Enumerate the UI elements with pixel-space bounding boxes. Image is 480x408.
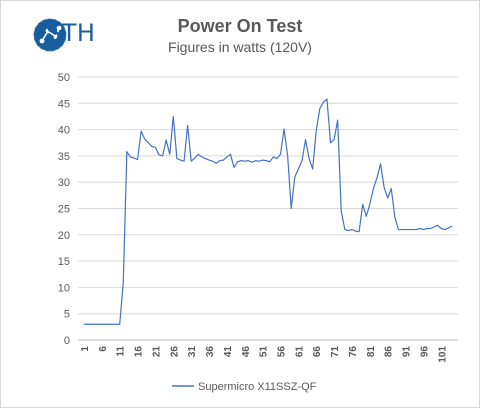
y-tick-label: 35 bbox=[58, 151, 70, 163]
x-tick-label: 16 bbox=[134, 346, 145, 358]
x-tick-label: 11 bbox=[116, 346, 127, 357]
y-tick-label: 20 bbox=[58, 230, 70, 242]
x-tick-label: 91 bbox=[402, 346, 413, 358]
x-tick-label: 36 bbox=[205, 346, 216, 358]
y-tick-label: 40 bbox=[58, 125, 70, 137]
y-tick-label: 25 bbox=[58, 204, 70, 216]
x-tick-label: 56 bbox=[277, 346, 288, 358]
x-tick-label: 81 bbox=[366, 346, 377, 358]
y-tick-label: 5 bbox=[64, 309, 70, 321]
x-axis-ticks: 1 6 11 16 21 26 31 36 41 46 51 56 61 66 71 76 81 86 91 96 10… bbox=[80, 346, 448, 363]
x-tick-label: 31 bbox=[187, 346, 198, 358]
series-group bbox=[84, 98, 453, 325]
x-tick-label: 66 bbox=[312, 346, 323, 358]
x-tick-label: 1 bbox=[80, 346, 91, 352]
y-tick-label: 15 bbox=[58, 256, 70, 268]
logo-text: STH bbox=[46, 19, 96, 47]
legend-label: Supermicro X11SSZ-QF bbox=[198, 381, 317, 393]
x-tick-label: 71 bbox=[330, 346, 341, 358]
x-tick-label: 26 bbox=[169, 346, 180, 358]
x-tick-label: 6 bbox=[98, 346, 109, 352]
chart-subtitle: Figures in watts (120V) bbox=[168, 39, 312, 55]
y-tick-label: 30 bbox=[58, 177, 70, 189]
x-tick-label: 86 bbox=[384, 346, 395, 358]
x-tick-label: 96 bbox=[419, 346, 430, 358]
x-tick-label: 101 bbox=[437, 346, 448, 363]
x-tick-label: 41 bbox=[223, 346, 234, 358]
x-tick-label: 46 bbox=[241, 346, 252, 358]
legend: Supermicro X11SSZ-QF bbox=[172, 381, 317, 393]
x-tick-label: 51 bbox=[259, 346, 270, 358]
x-tick-label: 61 bbox=[294, 346, 305, 358]
y-tick-label: 45 bbox=[58, 98, 70, 110]
y-tick-label: 50 bbox=[58, 72, 70, 84]
x-tick-label: 21 bbox=[151, 346, 162, 358]
x-tick-label: 76 bbox=[348, 346, 359, 358]
sth-logo bbox=[32, 17, 68, 53]
gridlines bbox=[78, 76, 458, 315]
y-tick-label: 10 bbox=[58, 282, 70, 294]
chart-title: Power On Test bbox=[177, 16, 303, 36]
y-axis-ticks: 0 5 10 15 20 25 30 35 40 45 50 bbox=[58, 72, 70, 347]
y-tick-label: 0 bbox=[64, 335, 70, 347]
series-line bbox=[84, 98, 453, 325]
